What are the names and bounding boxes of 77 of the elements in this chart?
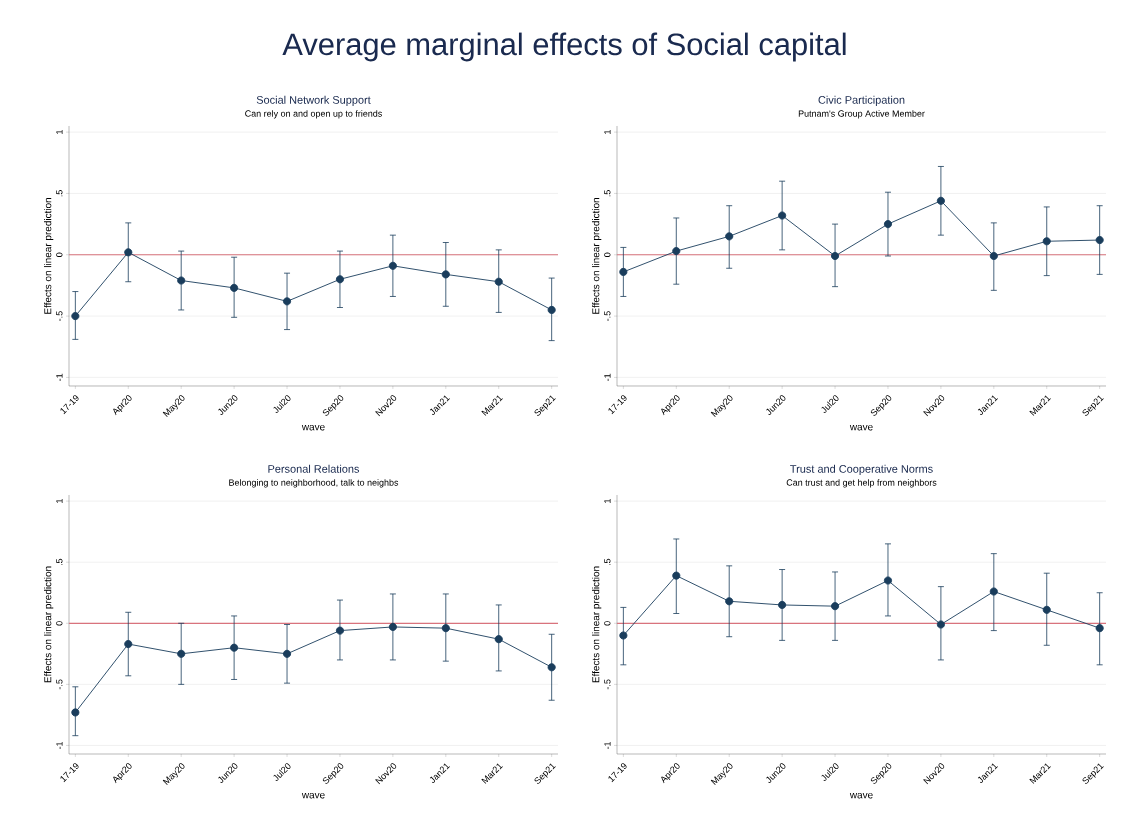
x-axis-title: wave — [301, 424, 325, 431]
point — [494, 635, 503, 644]
point — [124, 640, 133, 649]
chart-title: Civic Participation — [818, 95, 905, 106]
point — [388, 261, 397, 270]
chart-title: Trust and Cooperative Norms — [790, 464, 933, 475]
point — [1042, 605, 1051, 614]
point — [778, 600, 787, 609]
y-tick-label: .5 — [604, 190, 611, 197]
chart-subtitle: Putnam's Group Active Member — [798, 110, 925, 119]
point — [936, 620, 945, 629]
y-tick-label: 0 — [604, 621, 611, 626]
point — [1042, 237, 1051, 246]
point — [388, 622, 397, 631]
x-axis-title: wave — [301, 792, 325, 799]
y-tick-label: -.5 — [604, 311, 611, 321]
y-tick-label: 1 — [604, 130, 611, 134]
y-tick-label: -.5 — [56, 679, 63, 690]
point — [441, 624, 450, 633]
point — [831, 251, 840, 261]
point — [177, 276, 186, 285]
x-axis-title: wave — [849, 424, 873, 431]
y-tick-label: 1 — [56, 130, 63, 134]
chart-subtitle: Can trust and get help from neighbors — [786, 479, 937, 488]
y-axis-title: Effects on linear prediction — [592, 198, 602, 314]
y-axis-title: Effects on linear prediction — [44, 198, 54, 314]
point — [177, 649, 186, 658]
point — [1095, 624, 1104, 633]
point — [335, 275, 345, 284]
point — [619, 267, 628, 276]
point — [547, 305, 556, 314]
point — [547, 663, 556, 672]
point — [1095, 236, 1104, 245]
point — [441, 270, 450, 279]
y-tick-label: -.5 — [604, 679, 611, 690]
point — [672, 247, 681, 256]
point — [725, 597, 734, 606]
chart-subtitle: Can rely on and open up to friends — [245, 110, 382, 119]
point — [883, 220, 893, 229]
point — [778, 211, 787, 220]
chart-title: Social Network Support — [256, 95, 371, 106]
point — [282, 649, 292, 658]
point — [619, 631, 628, 640]
y-tick-label: -1 — [604, 373, 611, 381]
point — [71, 708, 80, 717]
point — [282, 297, 292, 306]
y-axis-title: Effects on linear prediction — [592, 566, 602, 683]
point — [989, 587, 998, 596]
text: Average marginal effects of Social capital — [282, 32, 846, 62]
point — [989, 251, 998, 261]
point — [936, 196, 945, 205]
y-tick-label: -.5 — [56, 311, 63, 321]
point — [124, 248, 133, 257]
y-tick-label: 0 — [56, 621, 63, 626]
y-tick-label: -1 — [56, 741, 63, 750]
chart-title: Personal Relations — [268, 464, 360, 473]
y-tick-label: 1 — [604, 499, 611, 503]
y-tick-label: 1 — [56, 499, 63, 503]
point — [883, 576, 893, 585]
point — [725, 232, 734, 241]
y-tick-label: -1 — [604, 741, 611, 750]
y-axis-title: Effects on linear prediction — [44, 566, 54, 683]
point — [230, 283, 239, 292]
x-axis-title: wave — [849, 792, 873, 799]
point — [831, 602, 840, 611]
point — [230, 643, 239, 652]
point — [71, 312, 80, 321]
y-tick-label: -1 — [56, 373, 63, 381]
y-tick-label: 0 — [604, 252, 611, 257]
y-tick-label: .5 — [56, 190, 63, 197]
y-tick-label: .5 — [56, 558, 63, 566]
point — [335, 626, 345, 635]
y-tick-label: .5 — [604, 558, 611, 566]
point — [494, 277, 503, 286]
point — [672, 571, 681, 580]
chart-subtitle: Belonging to neighborhood, talk to neighbs — [229, 479, 399, 488]
y-tick-label: 0 — [56, 252, 63, 257]
